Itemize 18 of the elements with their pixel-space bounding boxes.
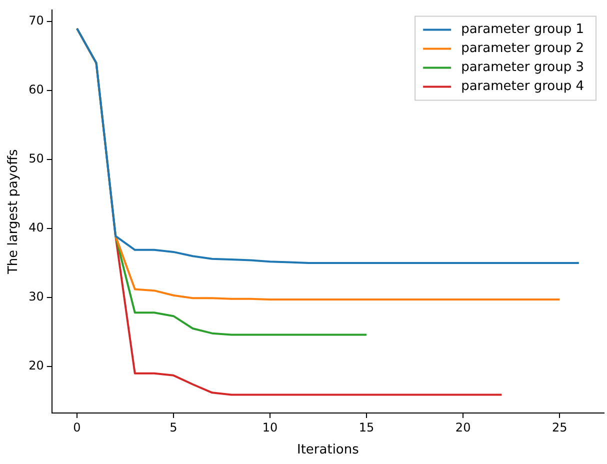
legend-label: parameter group 3 [461, 60, 584, 76]
legend-label: parameter group 4 [461, 79, 584, 94]
y-tick-label: 70 [28, 14, 44, 28]
y-axis-title: The largest payoffs [6, 148, 22, 276]
x-tick-label: 10 [262, 420, 278, 434]
x-tick-label: 15 [358, 420, 374, 434]
x-tick-label: 25 [552, 420, 568, 434]
y-tick-label: 40 [28, 220, 44, 235]
legend-label: parameter group 2 [461, 41, 584, 56]
x-axis-title: Iterations [296, 442, 360, 458]
x-tick-label: 0 [73, 420, 81, 434]
y-tick-label: 60 [28, 82, 44, 97]
legend-label: parameter group 1 [461, 22, 584, 38]
y-tick-label: 30 [28, 290, 44, 304]
y-tick-label: 20 [28, 358, 44, 373]
y-tick-label: 50 [28, 152, 44, 166]
x-tick-label: 5 [170, 420, 178, 434]
x-tick-label: 20 [455, 420, 471, 434]
